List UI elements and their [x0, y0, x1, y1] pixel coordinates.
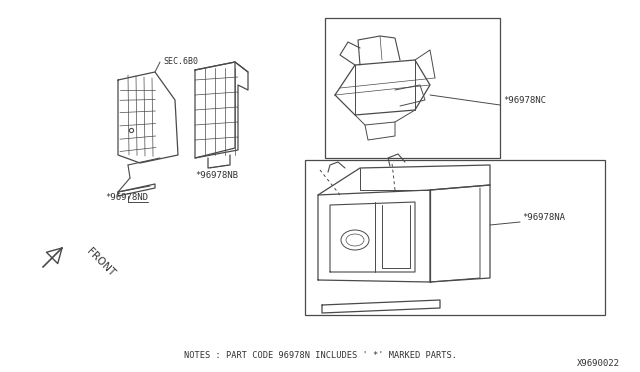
- Text: FRONT: FRONT: [85, 246, 117, 278]
- Bar: [305, 160, 605, 315]
- Text: *96978NA: *96978NA: [522, 213, 565, 222]
- Text: NOTES : PART CODE 96978N INCLUDES ' *' MARKED PARTS.: NOTES : PART CODE 96978N INCLUDES ' *' M…: [184, 350, 456, 359]
- Bar: [325, 18, 500, 158]
- Text: *96978NB: *96978NB: [195, 171, 238, 180]
- Text: SEC.6B0: SEC.6B0: [163, 58, 198, 67]
- Text: *96978NC: *96978NC: [503, 96, 546, 105]
- Text: *96978ND: *96978ND: [105, 193, 148, 202]
- Text: X9690022: X9690022: [577, 359, 620, 368]
